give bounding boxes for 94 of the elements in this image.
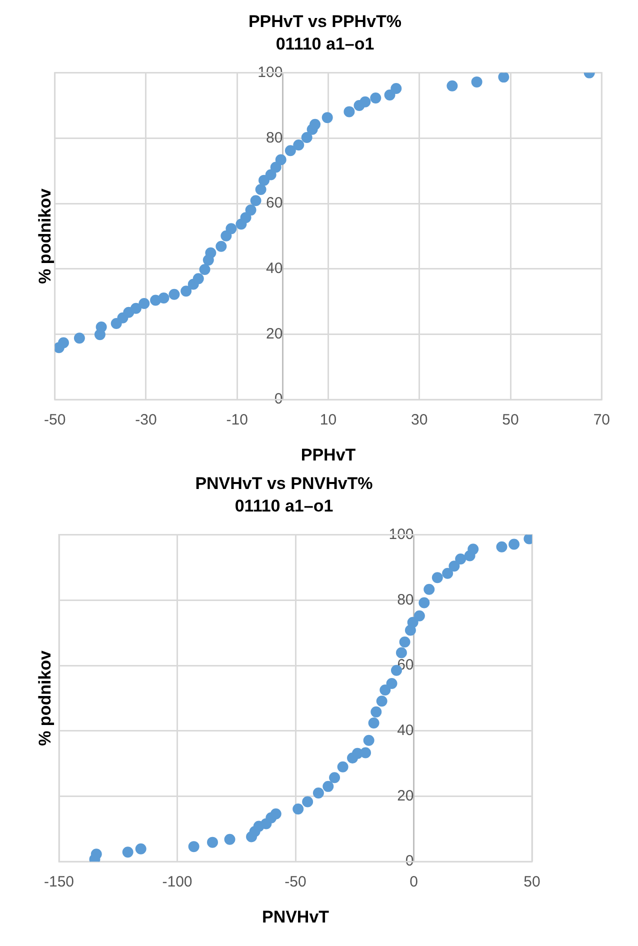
point bbox=[448, 560, 460, 572]
point bbox=[224, 834, 236, 845]
point bbox=[396, 647, 407, 658]
point bbox=[301, 132, 312, 144]
point bbox=[302, 796, 314, 808]
point bbox=[329, 772, 340, 784]
point bbox=[471, 76, 482, 88]
point bbox=[337, 761, 348, 772]
y-tick-label: 80 bbox=[397, 591, 414, 608]
point bbox=[74, 332, 85, 344]
x-tick-label: -150 bbox=[44, 874, 74, 891]
y-tick-label: 60 bbox=[266, 194, 283, 212]
point bbox=[468, 544, 479, 555]
point bbox=[370, 706, 382, 718]
x-tick-label: 50 bbox=[502, 412, 519, 429]
point bbox=[220, 230, 232, 242]
point bbox=[206, 836, 218, 848]
y-tick-label: 80 bbox=[266, 129, 283, 146]
point bbox=[168, 288, 180, 300]
point bbox=[368, 718, 380, 729]
point bbox=[96, 322, 107, 333]
point bbox=[135, 843, 146, 854]
point bbox=[390, 82, 402, 94]
point bbox=[386, 678, 398, 689]
x-tick-label: -50 bbox=[44, 412, 66, 429]
x-tick-label: 70 bbox=[593, 412, 610, 429]
chart-subtitle: 01110 a1–o1 bbox=[276, 34, 374, 54]
point bbox=[508, 538, 520, 550]
point bbox=[360, 747, 372, 758]
x-tick-label: -100 bbox=[162, 874, 192, 891]
chart-title: PNVHvT vs PNVHvT% bbox=[195, 474, 373, 493]
y-tick-label: 20 bbox=[266, 325, 283, 342]
point bbox=[130, 302, 142, 314]
y-tick-label: 20 bbox=[397, 787, 414, 804]
x-axis-title: PPHvT bbox=[300, 445, 356, 464]
point bbox=[498, 72, 510, 83]
x-tick-label: -10 bbox=[226, 412, 248, 429]
point bbox=[442, 568, 454, 579]
point bbox=[138, 298, 150, 310]
point bbox=[496, 541, 508, 552]
x-axis-title: PNVHvT bbox=[262, 907, 330, 926]
x-tick-label: -50 bbox=[284, 874, 306, 891]
point bbox=[58, 337, 69, 348]
point bbox=[344, 106, 355, 118]
point bbox=[414, 610, 425, 622]
point bbox=[122, 846, 134, 858]
point bbox=[384, 90, 396, 101]
point bbox=[188, 841, 200, 852]
point bbox=[240, 212, 252, 224]
point bbox=[158, 292, 170, 304]
point bbox=[284, 145, 296, 156]
point bbox=[292, 803, 304, 814]
point bbox=[407, 616, 418, 628]
point bbox=[90, 848, 102, 860]
point bbox=[360, 96, 371, 108]
point bbox=[322, 112, 333, 124]
chart-title: PPHvT vs PPHvT% bbox=[248, 12, 402, 31]
point bbox=[216, 240, 227, 252]
point bbox=[270, 162, 282, 173]
point bbox=[380, 684, 391, 696]
y-axis-title: % podnikov bbox=[36, 650, 55, 746]
point bbox=[205, 247, 216, 258]
y-axis-title: % podnikov bbox=[36, 188, 55, 284]
point bbox=[322, 780, 334, 792]
point bbox=[192, 273, 204, 284]
point bbox=[418, 597, 430, 608]
x-tick-label: 30 bbox=[411, 412, 428, 429]
point bbox=[363, 734, 374, 746]
point bbox=[293, 140, 304, 151]
x-tick-label: -30 bbox=[135, 412, 157, 429]
point bbox=[376, 696, 388, 707]
point bbox=[226, 223, 237, 234]
point bbox=[255, 184, 266, 195]
point bbox=[455, 553, 466, 564]
x-tick-label: 50 bbox=[524, 874, 540, 891]
point bbox=[446, 80, 458, 92]
point bbox=[312, 787, 324, 798]
point bbox=[399, 636, 410, 648]
point bbox=[370, 92, 382, 104]
y-tick-label: 40 bbox=[397, 722, 414, 740]
point bbox=[258, 174, 270, 186]
point bbox=[432, 572, 443, 584]
point bbox=[250, 195, 262, 206]
y-tick-label: 40 bbox=[266, 260, 283, 278]
point bbox=[424, 584, 435, 595]
x-tick-label: 10 bbox=[320, 412, 337, 429]
point bbox=[245, 204, 256, 216]
chart-subtitle: 01110 a1–o1 bbox=[234, 496, 334, 516]
point bbox=[199, 264, 210, 276]
point bbox=[180, 286, 192, 297]
point bbox=[265, 169, 276, 180]
point bbox=[270, 808, 282, 820]
point bbox=[310, 118, 321, 130]
point bbox=[275, 154, 286, 166]
